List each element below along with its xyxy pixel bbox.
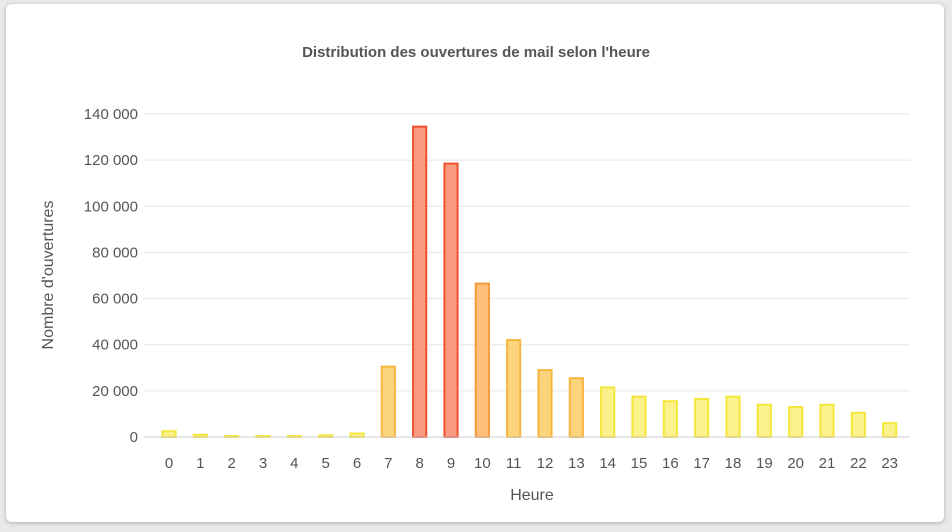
x-tick-label: 22: [850, 455, 867, 472]
y-axis-label: Nombre d'ouvertures: [40, 201, 57, 350]
x-tick-label: 1: [196, 455, 204, 472]
bar-15[interactable]: [631, 395, 647, 438]
x-axis-label: Heure: [510, 487, 554, 504]
bar-18[interactable]: [725, 395, 741, 438]
grid-lines: [144, 113, 910, 438]
bar-12[interactable]: [537, 369, 553, 439]
y-tick-label: 80 000: [92, 244, 138, 261]
x-tick-label: 23: [881, 455, 898, 472]
bar-8[interactable]: [412, 125, 428, 438]
x-tick-label: 6: [353, 455, 361, 472]
x-tick-label: 5: [321, 455, 329, 472]
x-tick-label: 20: [787, 455, 804, 472]
x-tick-label: 12: [537, 455, 554, 472]
y-tick-label: 140 000: [84, 106, 138, 123]
x-tick-label: 3: [259, 455, 267, 472]
x-tick-label: 9: [447, 455, 455, 472]
x-tick-label: 0: [165, 455, 173, 472]
bar-10[interactable]: [474, 282, 490, 439]
bar-20[interactable]: [788, 406, 804, 438]
x-tick-label: 10: [474, 455, 491, 472]
y-tick-label: 100 000: [84, 198, 138, 215]
x-axis-ticks: 0 1 2 3 4 5 6 7 8 9 10 11 12 13 14 15 16 17 18 19 20 21 22 23: [165, 455, 898, 472]
bar-11[interactable]: [506, 339, 522, 439]
x-tick-label: 21: [819, 455, 836, 472]
x-tick-label: 8: [415, 455, 423, 472]
bar-14[interactable]: [600, 386, 616, 438]
bar-16[interactable]: [662, 400, 678, 439]
x-tick-label: 4: [290, 455, 298, 472]
x-tick-label: 18: [725, 455, 742, 472]
y-tick-label: 40 000: [92, 337, 138, 354]
y-tick-label: 20 000: [92, 383, 138, 400]
bar-9[interactable]: [443, 162, 459, 438]
x-tick-label: 7: [384, 455, 392, 472]
y-tick-label: 0: [130, 429, 138, 446]
bar-21[interactable]: [819, 403, 835, 439]
x-tick-label: 15: [631, 455, 648, 472]
bar-0[interactable]: [161, 430, 177, 439]
y-tick-label: 120 000: [84, 152, 138, 169]
x-tick-label: 13: [568, 455, 585, 472]
bar-19[interactable]: [756, 403, 772, 439]
bar-7[interactable]: [380, 365, 396, 438]
chart-title: Distribution des ouvertures de mail selo…: [302, 44, 650, 61]
bar-6[interactable]: [349, 432, 365, 438]
bar-22[interactable]: [850, 411, 866, 438]
bar-23[interactable]: [882, 422, 898, 438]
x-tick-label: 17: [693, 455, 710, 472]
y-tick-label: 60 000: [92, 291, 138, 308]
x-tick-label: 19: [756, 455, 773, 472]
y-axis-ticks: 0 20 000 40 000 60 000 80 000 100 000 120 000 1…: [84, 106, 138, 446]
bars: [161, 125, 898, 439]
x-tick-label: 14: [599, 455, 616, 472]
bar-17[interactable]: [694, 397, 710, 438]
x-tick-label: 2: [227, 455, 235, 472]
x-tick-label: 16: [662, 455, 679, 472]
x-tick-label: 11: [506, 455, 522, 472]
bar-13[interactable]: [568, 377, 584, 438]
